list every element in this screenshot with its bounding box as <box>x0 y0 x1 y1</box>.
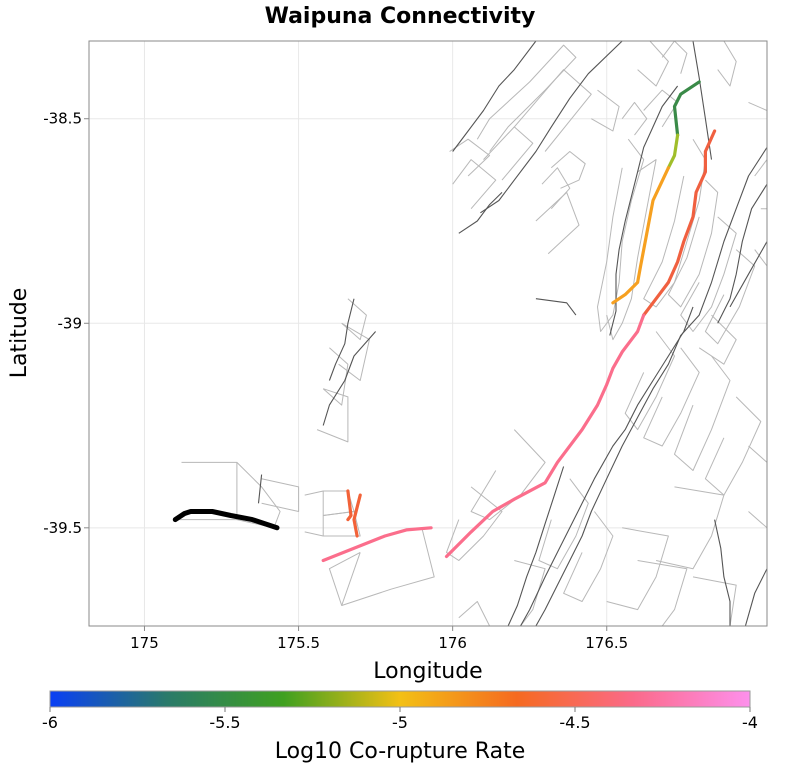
section-outline-34 <box>458 601 491 626</box>
y-axis-ticks: -38.5 -39 -39.5 <box>43 110 89 537</box>
section-outline-15 <box>667 179 719 308</box>
section-outline-4 <box>513 69 592 152</box>
y-tick-label-1: -39 <box>58 314 83 332</box>
background-fault-traces <box>257 41 767 626</box>
section-outline-23 <box>704 396 762 496</box>
fault-trace-8 <box>507 466 565 626</box>
section-outline-35 <box>328 527 435 606</box>
section-outline-47 <box>698 314 737 365</box>
section-outline-0 <box>476 44 577 152</box>
y-tick-label-0: -38.5 <box>43 110 82 128</box>
fault-trace-2 <box>692 41 713 160</box>
corupture-fault-1 <box>666 133 680 170</box>
section-outline-5 <box>591 89 620 132</box>
section-outline-45 <box>261 478 300 512</box>
section-outline-11 <box>661 41 688 74</box>
x-axis-label: Longitude <box>373 659 482 684</box>
fault-trace-14 <box>535 298 577 316</box>
fault-trace-7 <box>520 306 694 626</box>
fault-trace-3 <box>609 85 679 336</box>
section-outline-13 <box>606 159 657 341</box>
chart-title: Waipuna Connectivity <box>265 4 536 29</box>
corupture-faults <box>321 80 717 563</box>
section-outline-27 <box>538 478 589 570</box>
section-outline-16 <box>680 216 737 332</box>
colorbar-ticks: -6 -5.5 -5 -4.5 -4 <box>42 707 758 732</box>
section-outline-25 <box>470 429 546 521</box>
section-outline-7 <box>550 151 586 189</box>
fault-trace-12 <box>714 519 731 626</box>
section-outline-17 <box>704 249 756 345</box>
section-outline-1 <box>483 126 534 181</box>
fault-trace-0 <box>480 41 623 214</box>
section-outline-38 <box>323 490 355 516</box>
corupture-fault-0 <box>672 80 701 137</box>
section-outline-33 <box>495 560 546 626</box>
x-tick-label-1: 175.5 <box>277 634 320 652</box>
section-outline-30 <box>655 486 725 570</box>
section-outline-32 <box>686 576 737 626</box>
section-outline-18 <box>748 101 767 177</box>
corupture-fault-2 <box>611 166 671 305</box>
corupture-fault-6 <box>346 489 353 522</box>
colorbar-tick-label-4: -4 <box>742 713 758 732</box>
fault-trace-5 <box>717 183 767 324</box>
fault-trace-9 <box>322 331 377 426</box>
x-axis-ticks: 175 175.5 176 176.5 <box>130 626 628 652</box>
section-outline-21 <box>643 347 700 447</box>
section-outline-6 <box>621 101 648 136</box>
plot-frame <box>88 40 768 627</box>
corupture-fault-5 <box>321 526 433 563</box>
plot-area <box>89 41 767 626</box>
source-fault <box>172 509 280 531</box>
y-tick-label-2: -39.5 <box>43 519 82 537</box>
section-outline-42 <box>316 388 349 443</box>
colorbar-tick-label-3: -4.5 <box>559 713 590 732</box>
source-fault-trace <box>172 509 280 531</box>
corupture-fault-3 <box>642 129 717 317</box>
section-outline-48 <box>754 208 767 267</box>
corupture-fault-7 <box>352 493 362 538</box>
fault-trace-11 <box>257 474 263 504</box>
colorbar-tick-label-1: -5.5 <box>209 713 240 732</box>
x-tick-label-3: 176.5 <box>585 634 628 652</box>
section-outline-19 <box>717 41 737 87</box>
fault-trace-15 <box>458 192 503 234</box>
section-outline-12 <box>597 138 645 332</box>
section-outline-22 <box>674 355 731 471</box>
section-outline-49 <box>637 41 669 87</box>
colorbar-label: Log10 Co-rupture Rate <box>275 739 526 764</box>
fault-trace-10 <box>328 298 355 381</box>
section-outline-40 <box>338 322 370 381</box>
colorbar-tick-label-2: -5 <box>392 713 408 732</box>
section-outline-29 <box>606 527 669 611</box>
x-tick-label-0: 175 <box>130 634 159 652</box>
fault-trace-13 <box>744 568 767 626</box>
y-axis-label: Latitude <box>7 288 32 379</box>
fault-trace-4 <box>535 147 767 626</box>
section-outline-9 <box>535 191 580 255</box>
corupture-fault-4 <box>444 313 646 559</box>
section-outline-31 <box>625 560 688 626</box>
x-tick-label-2: 176 <box>438 634 467 652</box>
section-outline-3 <box>452 159 497 210</box>
section-outline-39 <box>304 490 324 537</box>
colorbar <box>49 690 751 708</box>
colorbar-tick-label-0: -6 <box>42 713 58 732</box>
section-outline-43 <box>341 298 367 341</box>
fault-trace-1 <box>452 41 537 152</box>
section-outline-28 <box>563 511 614 602</box>
background-sections <box>175 41 767 626</box>
fault-trace-6 <box>729 241 767 308</box>
section-outline-24 <box>748 445 767 529</box>
section-outline-36 <box>341 552 361 606</box>
